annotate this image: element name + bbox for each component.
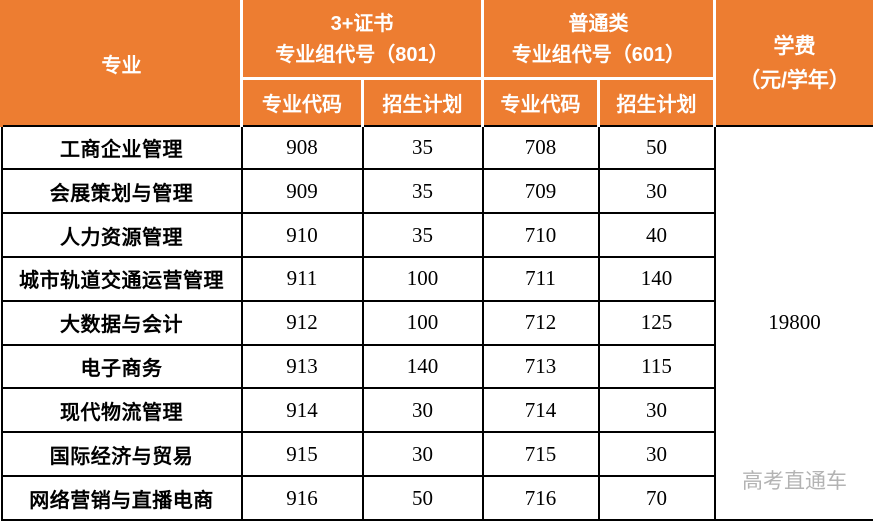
major-cell: 国际经济与贸易 (0, 431, 243, 478)
code-801-cell: 910 (240, 212, 364, 258)
header-group-601: 普通类 专业组代号（601） (481, 0, 716, 80)
code-801-cell: 912 (240, 299, 364, 346)
header-group-601-line1: 普通类 (568, 13, 629, 35)
code-601-cell: 712 (481, 299, 600, 346)
code-601-cell: 708 (481, 124, 600, 171)
table-row: 人力资源管理 910 35 710 40 (0, 212, 873, 258)
plan-601-cell: 30 (597, 387, 716, 434)
code-801-cell: 914 (240, 387, 364, 434)
header-code-601: 专业代码 (481, 77, 600, 127)
plan-601-cell: 125 (597, 299, 716, 346)
header-group-801-line2: 专业组代号（801） (275, 44, 449, 66)
major-cell: 会展策划与管理 (0, 168, 243, 215)
major-cell: 人力资源管理 (0, 212, 243, 258)
table-row: 大数据与会计 912 100 712 125 (0, 299, 873, 346)
code-601-cell: 713 (481, 343, 600, 390)
plan-601-cell: 50 (597, 124, 716, 171)
header-group-601-line2: 专业组代号（601） (511, 44, 686, 66)
table-row: 工商企业管理 908 35 708 50 19800 高考直通车 (0, 124, 873, 521)
code-601-cell: 709 (481, 168, 600, 215)
watermark-text: 高考直通车 (742, 470, 847, 493)
header-code-801: 专业代码 (240, 77, 364, 127)
plan-801-cell: 35 (361, 168, 484, 215)
code-801-cell: 911 (240, 255, 364, 302)
table-row: 会展策划与管理 909 35 709 30 (0, 168, 873, 215)
major-cell: 网络营销与直播电商 (0, 475, 243, 521)
plan-801-cell: 140 (361, 343, 484, 390)
plan-601-cell: 40 (597, 212, 716, 258)
code-601-cell: 715 (481, 431, 600, 478)
code-601-cell: 716 (481, 475, 600, 521)
code-801-cell: 916 (240, 475, 364, 521)
code-601-cell: 711 (481, 255, 600, 302)
header-fee-line1: 学费 (773, 35, 816, 59)
plan-601-cell: 140 (597, 255, 716, 302)
plan-601-cell: 30 (597, 431, 716, 478)
plan-801-cell: 30 (361, 431, 484, 478)
code-801-cell: 913 (240, 343, 364, 390)
major-cell: 现代物流管理 (0, 387, 243, 434)
header-plan-601: 招生计划 (597, 77, 716, 127)
table-row: 电子商务 913 140 713 115 (0, 343, 873, 390)
fee-cell: 19800 高考直通车 (713, 124, 873, 521)
header-plan-801: 招生计划 (361, 77, 484, 127)
fee-value: 19800 (768, 310, 821, 335)
code-601-cell: 710 (481, 212, 600, 258)
table-row: 国际经济与贸易 915 30 715 30 (0, 431, 873, 478)
code-801-cell: 909 (240, 168, 364, 215)
table-row: 城市轨道交通运营管理 911 100 711 140 (0, 255, 873, 302)
plan-601-cell: 70 (597, 475, 716, 521)
header-fee-line2: （元/学年） (739, 68, 850, 92)
plan-801-cell: 100 (361, 255, 484, 302)
plan-801-cell: 100 (361, 299, 484, 346)
plan-601-cell: 30 (597, 168, 716, 215)
plan-801-cell: 30 (361, 387, 484, 434)
table-row: 网络营销与直播电商 916 50 716 70 (0, 475, 873, 521)
plan-801-cell: 35 (361, 212, 484, 258)
major-cell: 大数据与会计 (0, 299, 243, 346)
header-major: 专业 (0, 0, 243, 127)
code-801-cell: 908 (240, 124, 364, 171)
code-801-cell: 915 (240, 431, 364, 478)
code-601-cell: 714 (481, 387, 600, 434)
plan-601-cell: 115 (597, 343, 716, 390)
header-fee: 学费 （元/学年） (713, 0, 873, 127)
major-cell: 工商企业管理 (0, 124, 243, 171)
header-group-801: 3+证书 专业组代号（801） (240, 0, 484, 80)
header-group-row: 专业 3+证书 专业组代号（801） 普通类 专业组代号（601） 学费 （元/… (0, 0, 873, 127)
header-group-801-line1: 3+证书 (330, 13, 394, 35)
header-sub-row: 专业代码 招生计划 专业代码 招生计划 (2, 77, 873, 127)
plan-801-cell: 50 (361, 475, 484, 521)
plan-801-cell: 35 (361, 124, 484, 171)
major-cell: 城市轨道交通运营管理 (0, 255, 243, 302)
major-cell: 电子商务 (0, 343, 243, 390)
table-row: 现代物流管理 914 30 714 30 (0, 387, 873, 434)
